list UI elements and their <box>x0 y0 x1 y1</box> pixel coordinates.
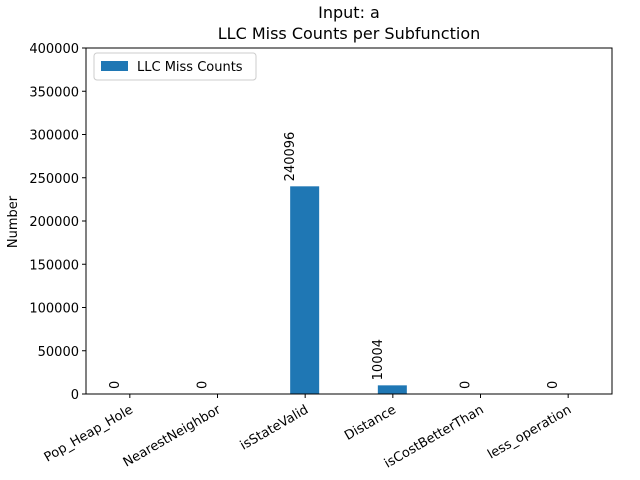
y-tick-label: 150000 <box>29 258 79 273</box>
y-axis-label: Number <box>6 195 21 248</box>
x-tick-label: isCostBetterThan <box>382 402 487 471</box>
x-tick-label: less_operation <box>485 402 574 462</box>
y-tick-label: 400000 <box>29 42 79 57</box>
data-label: 0 <box>546 381 561 389</box>
data-label: 0 <box>196 381 211 389</box>
axes-frame <box>85 47 613 395</box>
y-tick-label: 100000 <box>29 302 79 317</box>
bar <box>377 385 407 394</box>
chart-subtitle: LLC Miss Counts per Subfunction <box>218 24 481 43</box>
data-label: 0 <box>459 381 474 389</box>
data-label: 240096 <box>283 132 298 182</box>
y-tick-label: 50000 <box>38 345 79 360</box>
y-tick-label: 200000 <box>29 215 79 230</box>
plot-area: 0 0 240096 10004 0 0 0 50000 100000 150000 200000 2… <box>29 42 613 472</box>
legend-swatch <box>101 61 128 71</box>
x-tick-label: NearestNeighbor <box>121 402 224 470</box>
y-tick-label: 350000 <box>29 85 79 100</box>
legend-label: LLC Miss Counts <box>137 60 243 75</box>
y-tick-label: 250000 <box>29 172 79 187</box>
legend-box <box>93 52 257 81</box>
y-tick-label: 0 <box>71 388 79 403</box>
bar <box>290 186 320 394</box>
legend: LLC Miss Counts <box>93 52 257 81</box>
y-tick-label: 300000 <box>29 129 79 144</box>
data-label: 0 <box>108 381 123 389</box>
x-tick-label: Distance <box>342 402 399 443</box>
data-label: 10004 <box>371 339 386 380</box>
x-tick-label: isStateValid <box>238 402 311 453</box>
chart-title: Input: a <box>318 3 380 22</box>
